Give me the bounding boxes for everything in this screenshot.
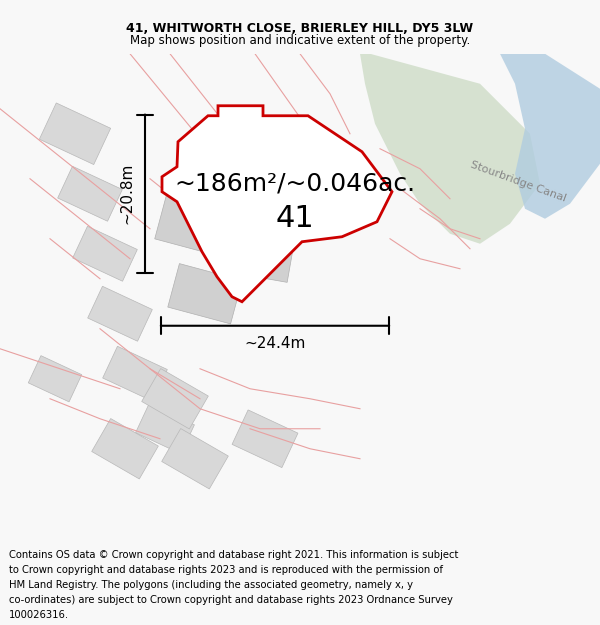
Polygon shape bbox=[213, 215, 297, 282]
Polygon shape bbox=[136, 404, 194, 454]
Polygon shape bbox=[28, 356, 82, 402]
Polygon shape bbox=[360, 54, 540, 244]
Polygon shape bbox=[168, 264, 242, 324]
Text: co-ordinates) are subject to Crown copyright and database rights 2023 Ordnance S: co-ordinates) are subject to Crown copyr… bbox=[9, 596, 453, 606]
Polygon shape bbox=[92, 419, 158, 479]
Polygon shape bbox=[232, 410, 298, 468]
Polygon shape bbox=[73, 226, 137, 281]
Polygon shape bbox=[155, 191, 235, 257]
Text: ~186m²/~0.046ac.: ~186m²/~0.046ac. bbox=[175, 172, 416, 196]
Polygon shape bbox=[161, 429, 229, 489]
Text: Contains OS data © Crown copyright and database right 2021. This information is : Contains OS data © Crown copyright and d… bbox=[9, 550, 458, 560]
Text: Stourbridge Canal: Stourbridge Canal bbox=[469, 160, 567, 204]
Text: 41, WHITWORTH CLOSE, BRIERLEY HILL, DY5 3LW: 41, WHITWORTH CLOSE, BRIERLEY HILL, DY5 … bbox=[127, 22, 473, 34]
Polygon shape bbox=[58, 166, 122, 221]
Polygon shape bbox=[162, 106, 392, 302]
Text: Map shows position and indicative extent of the property.: Map shows position and indicative extent… bbox=[130, 34, 470, 47]
Text: ~20.8m: ~20.8m bbox=[119, 163, 134, 224]
Polygon shape bbox=[500, 54, 600, 219]
Text: to Crown copyright and database rights 2023 and is reproduced with the permissio: to Crown copyright and database rights 2… bbox=[9, 565, 443, 575]
Text: 100026316.: 100026316. bbox=[9, 611, 69, 621]
Text: 41: 41 bbox=[275, 204, 314, 233]
Polygon shape bbox=[142, 369, 208, 429]
Text: HM Land Registry. The polygons (including the associated geometry, namely x, y: HM Land Registry. The polygons (includin… bbox=[9, 580, 413, 590]
Polygon shape bbox=[40, 103, 110, 164]
Polygon shape bbox=[103, 346, 167, 401]
Polygon shape bbox=[88, 286, 152, 341]
Text: ~24.4m: ~24.4m bbox=[244, 336, 305, 351]
